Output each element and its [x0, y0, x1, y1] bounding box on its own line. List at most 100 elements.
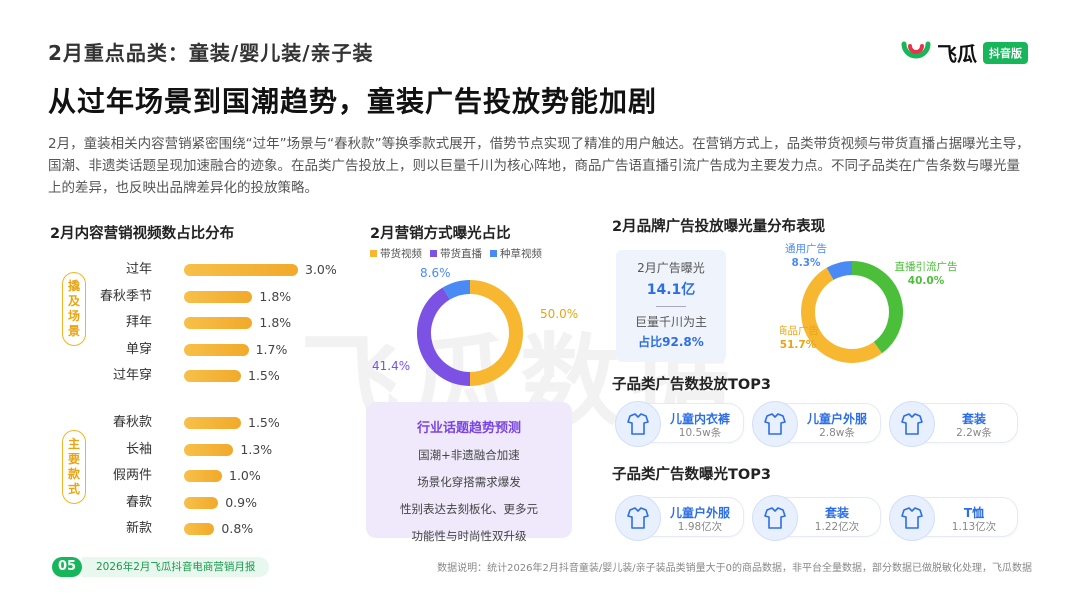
bar [184, 470, 222, 482]
left-chart-title: 2月内容营销视频数占比分布 [50, 226, 235, 242]
trend-item: 国潮+非遗融合加速 [418, 448, 520, 462]
bar-category-label: 春秋款 [112, 415, 152, 430]
bar-row: 春款 0.9% [60, 493, 360, 513]
legend-item-video: 带货视频 [370, 246, 422, 261]
bar-value-label: 3.0% [305, 262, 337, 277]
tshirt-icon [889, 495, 935, 541]
bar-row: 长袖 1.3% [60, 440, 360, 460]
feigua-logo-icon [901, 41, 931, 58]
legend-item-live: 带货直播 [430, 246, 482, 261]
bar-row: 假两件 1.0% [60, 466, 360, 486]
category-value: 1.22亿次 [814, 521, 860, 533]
bar-row: 过年穿 1.5% [60, 366, 360, 386]
summary-divider [656, 306, 686, 307]
legend-item-seed: 种草视频 [490, 246, 542, 261]
outdoor-jacket-icon [752, 401, 798, 447]
suit-icon [889, 401, 935, 447]
intro-paragraph: 2月，童装相关内容营销紧密围绕“过年”场景与“春秋款”等换季款式展开，借势节点实… [48, 136, 1030, 196]
bar [184, 443, 234, 456]
summary-line2: 巨量千川为主 [634, 315, 707, 329]
group-label-style: 主要款式 [62, 430, 86, 504]
data-note: 数据说明：统计2026年2月抖音童装/婴儿装/亲子装品类销量大于0的商品数据，非… [437, 563, 1032, 574]
right-chart-title: 2月品牌广告投放曝光量分布表现 [612, 219, 826, 235]
bar-value-label: 1.7% [255, 341, 288, 357]
top-count-title: 子品类广告数投放TOP3 [612, 377, 771, 393]
bar-row: 过年 3.0% [60, 260, 360, 280]
bar-row: 春秋款 1.5% [60, 413, 360, 433]
bar [184, 417, 241, 429]
top-exposure-title: 子品类广告数曝光TOP3 [612, 467, 771, 483]
bar-category-label: 春秋季节 [99, 288, 152, 304]
category-card: 套装 1.22亿次 [752, 495, 881, 541]
suit-icon [752, 495, 798, 541]
category-name: 儿童内衣裤 [669, 412, 730, 426]
bar [184, 496, 219, 509]
outdoor-jacket-icon [615, 495, 661, 541]
category-name: 套装 [824, 506, 849, 520]
bar-row: 春秋季节 1.8% [60, 287, 360, 307]
donut-slice-product-ad [801, 267, 882, 363]
bar [184, 523, 215, 535]
category-name: 套装 [961, 412, 986, 426]
bar-value-label: 0.8% [221, 521, 254, 536]
bar-row: 拜年 1.8% [60, 313, 360, 333]
slice-pct-general-ad: 8.3% [791, 257, 821, 269]
bar-value-label: 1.8% [259, 288, 292, 304]
bar-value-label: 1.5% [248, 368, 280, 383]
category-name: 儿童户外服 [806, 412, 867, 426]
trend-item: 场景化穿搭需求爆发 [417, 475, 521, 489]
trend-item: 性别表达去刻板化、更多元 [400, 502, 538, 516]
bar-value-label: 1.0% [229, 468, 261, 483]
bar [184, 343, 249, 356]
summary-ratio: 占比92.8% [638, 335, 704, 349]
slice-label-seed: 8.6% [420, 266, 451, 280]
slice-label-live: 41.4% [372, 359, 410, 373]
slice-name-live-ad: 直播引流广告 [895, 260, 958, 273]
category-value: 1.13亿次 [951, 521, 997, 533]
marketing-donut-chart: 50.0% 41.4% 8.6% [372, 266, 578, 386]
page-kicker: 2月重点品类：童装/婴儿装/亲子装 [48, 41, 374, 65]
bar-category-label: 假两件 [112, 468, 152, 483]
donut-slice-live-ad [851, 261, 903, 354]
category-card: 儿童内衣裤 10.5w条 [615, 401, 744, 447]
bar-row: 单穿 1.7% [60, 340, 360, 360]
bar-category-label: 长袖 [125, 441, 152, 457]
bar-category-label: 单穿 [125, 341, 152, 357]
bar-category-label: 新款 [125, 521, 152, 536]
brand-logo: 飞瓜 抖音版 [901, 38, 1028, 67]
slice-label-video: 50.0% [540, 307, 578, 321]
bar-value-label: 1.3% [240, 441, 273, 457]
category-value: 10.5w条 [678, 427, 722, 439]
bar [184, 264, 298, 276]
exposure-summary-card: 2月广告曝光 14.1亿 巨量千川为主 占比92.8% [616, 250, 726, 362]
bar-value-label: 0.9% [225, 494, 257, 510]
category-card: T恤 1.13亿次 [889, 495, 1018, 541]
bar [184, 290, 253, 303]
logo-badge: 抖音版 [983, 41, 1028, 64]
category-card: 儿童户外服 2.8w条 [752, 401, 881, 447]
underwear-icon [615, 401, 661, 447]
page-title: 从过年场景到国潮趋势，童装广告投放势能加剧 [48, 85, 658, 118]
slice-name-general-ad: 通用广告 [785, 242, 827, 255]
report-name: 2026年2月飞瓜抖音电商营销月报 [82, 557, 270, 577]
trend-title: 行业话题趋势预测 [416, 421, 521, 436]
bar-row: 新款 0.8% [60, 519, 360, 539]
trend-item: 功能性与时尚性双升级 [411, 529, 527, 543]
mid-chart-title: 2月营销方式曝光占比 [370, 226, 511, 242]
bar-category-label: 过年穿 [112, 368, 152, 383]
category-name: T恤 [963, 506, 985, 520]
page-number: 05 [52, 557, 82, 577]
summary-line1: 2月广告曝光 [637, 261, 705, 275]
slice-pct-live-ad: 40.0% [908, 275, 945, 287]
summary-value: 14.1亿 [646, 282, 696, 298]
bar-category-label: 拜年 [125, 315, 152, 330]
logo-name: 飞瓜 [937, 42, 977, 66]
category-card: 儿童户外服 1.98亿次 [615, 495, 744, 541]
donut-slice-video [469, 280, 523, 386]
category-value: 2.8w条 [819, 427, 855, 439]
donut-slice-general-ad [826, 261, 853, 281]
mid-chart-legend: 带货视频 带货直播 种草视频 [370, 246, 542, 261]
bar-category-label: 过年 [125, 262, 152, 277]
bar-value-label: 1.8% [259, 315, 292, 330]
trend-forecast-box: 行业话题趋势预测 国潮+非遗融合加速 场景化穿搭需求爆发 性别表达去刻板化、更多… [366, 402, 572, 543]
